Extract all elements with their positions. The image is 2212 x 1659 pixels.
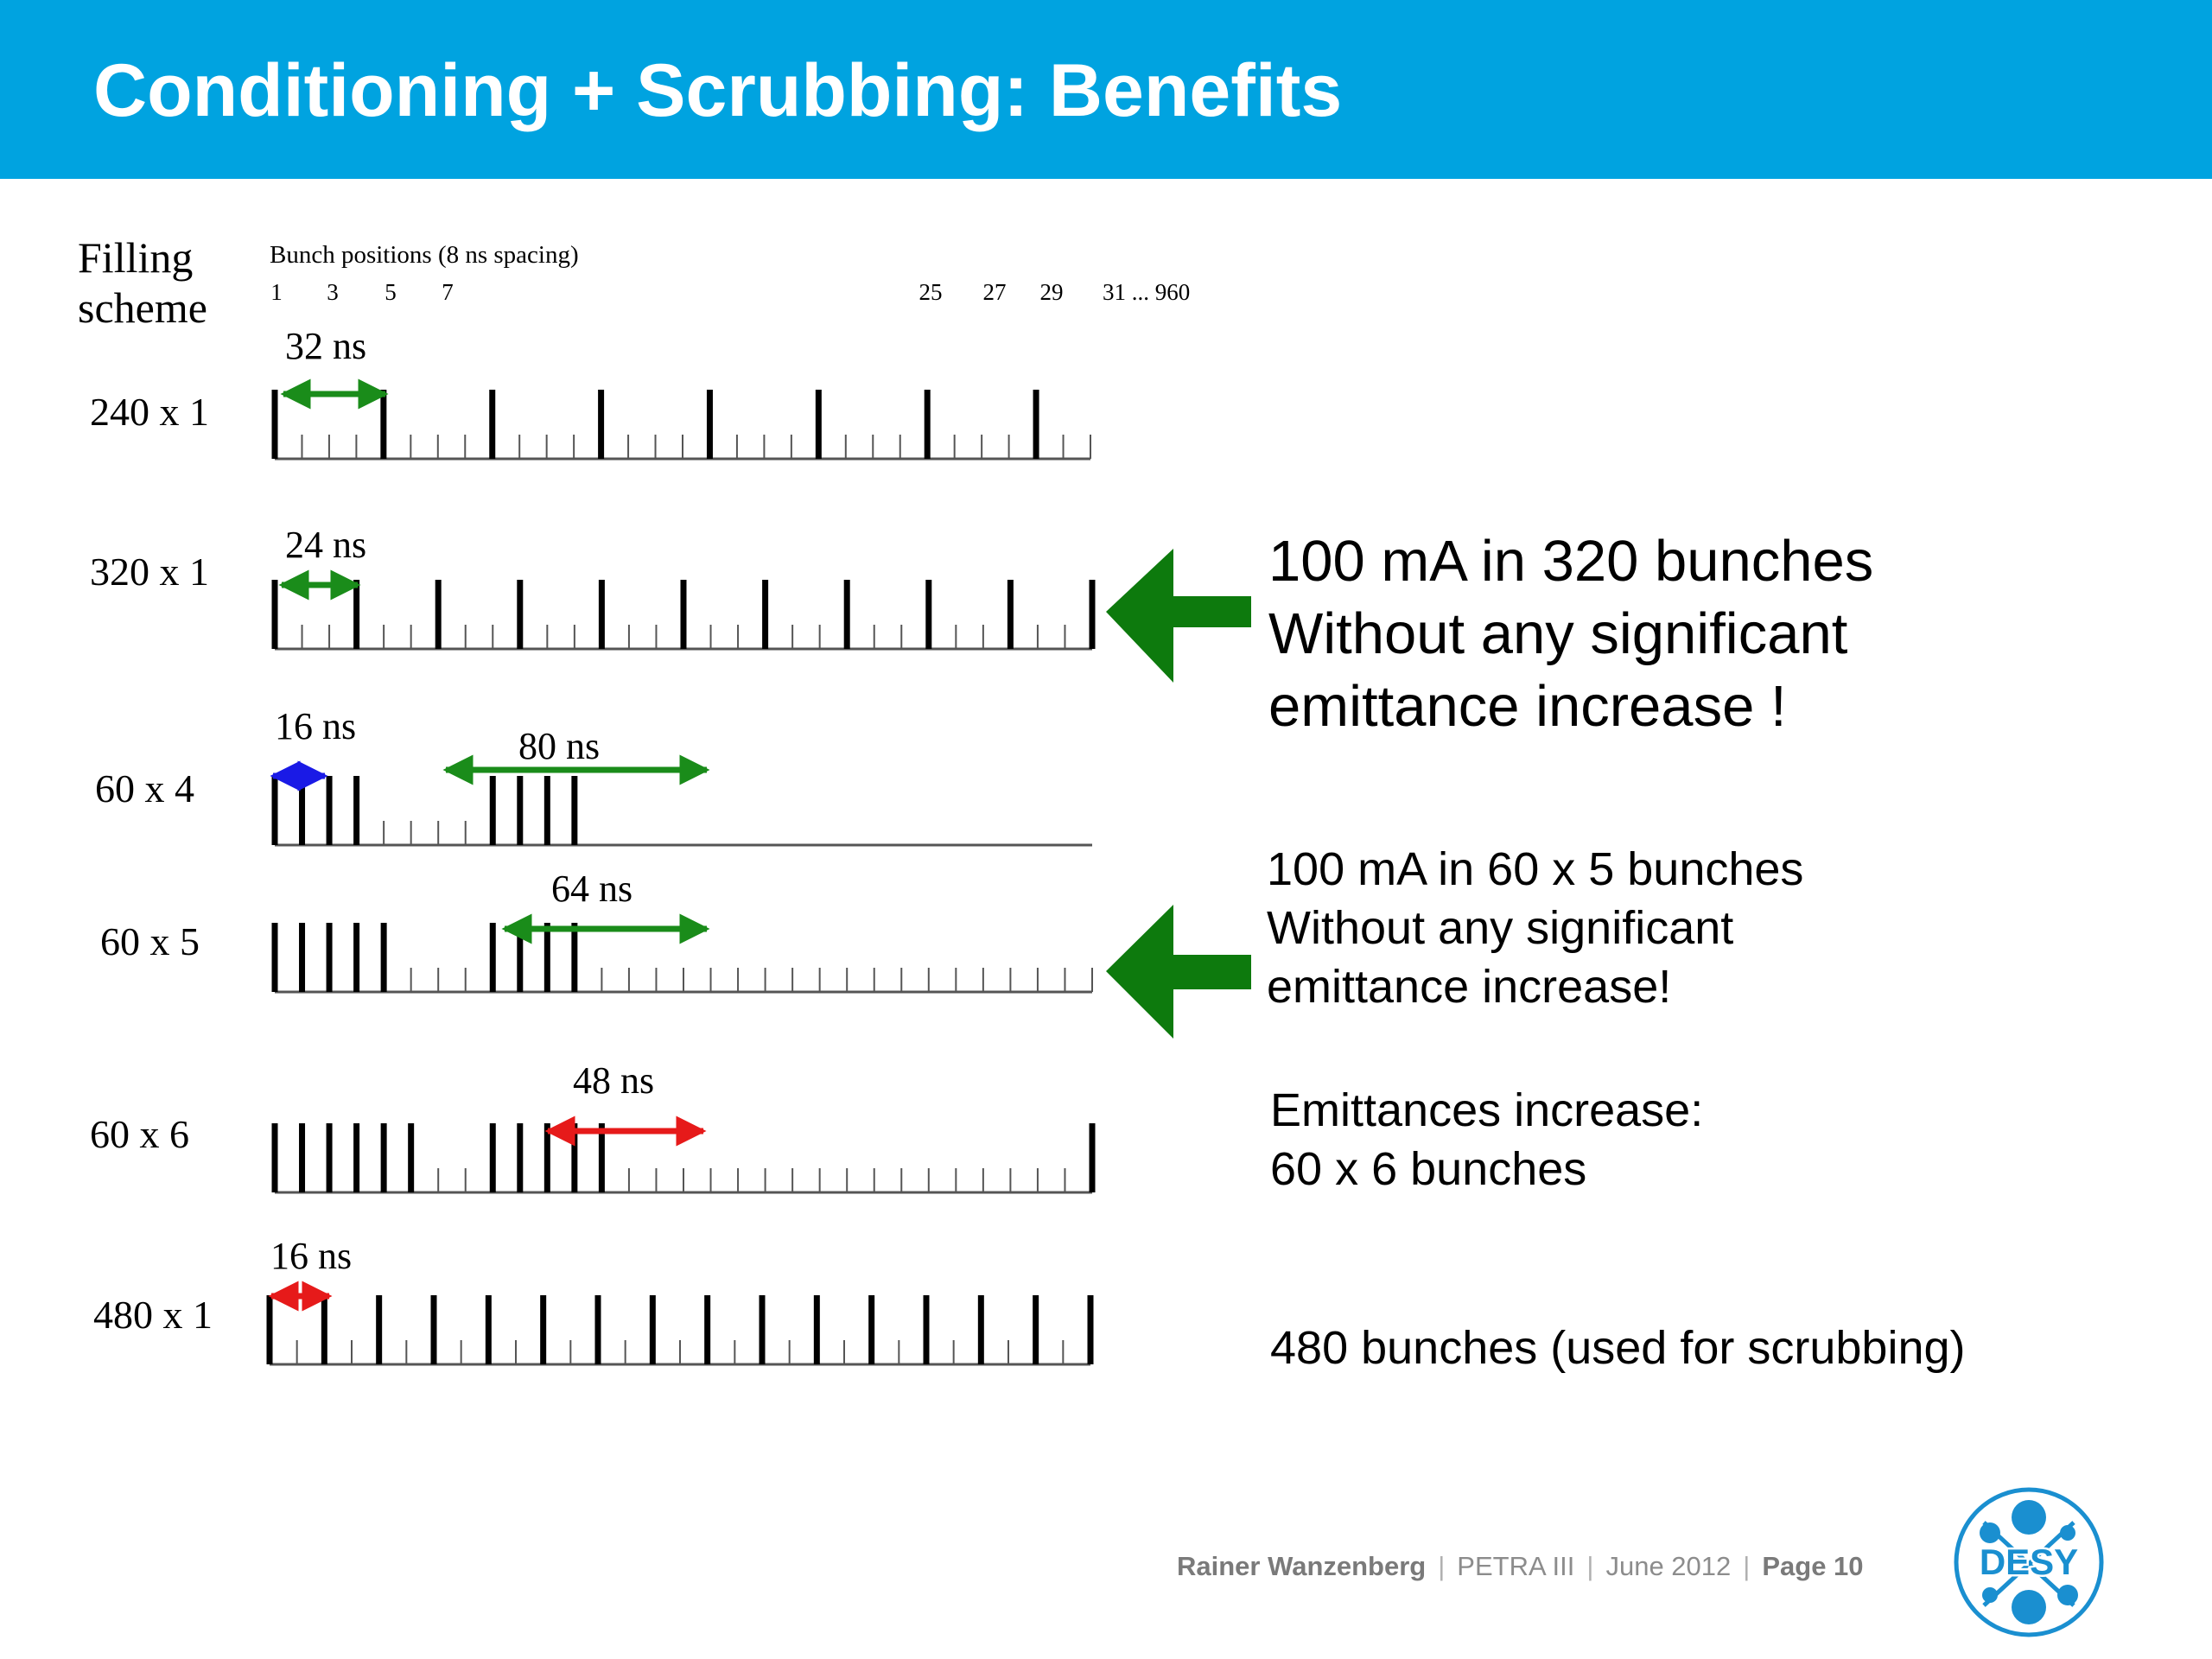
spacing-48ns: 48 ns [544,1059,707,1147]
spacing-16ns-red: 16 ns [268,1235,352,1312]
spacing-32ns: 32 ns [280,325,389,410]
footer-project: PETRA III [1457,1551,1575,1581]
note-emittance-increase: Emittances increase: 60 x 6 bunches [1270,1081,1703,1198]
spacing-16ns-blue: 16 ns [270,705,356,791]
header-bar: Conditioning + Scrubbing: Benefits [0,0,2212,179]
bunch-trains [266,390,1096,1366]
spacing-label: 16 ns [270,1235,352,1277]
position-label: 1 [270,279,283,305]
filling-scheme-diagram: Filling scheme Bunch positions (8 ns spa… [78,233,1251,1366]
position-label: 25 [919,279,943,305]
note-line: 100 mA in 320 bunches [1268,529,1874,594]
position-label: 3 [327,279,339,305]
spacing-label: 64 ns [551,868,632,910]
spacing-label: 24 ns [285,524,366,566]
row-label-60x5: 60 x 5 [100,919,200,963]
row-label-480x1: 480 x 1 [93,1293,213,1337]
note-line: 60 x 6 bunches [1270,1143,1587,1195]
row-label-60x6: 60 x 6 [90,1112,189,1156]
footer: Rainer Wanzenberg | PETRA III | June 2012 | Pa… [1177,1551,1864,1581]
bunch-positions-caption: Bunch positions (8 ns spacing) [270,241,579,269]
note-line: 100 mA in 60 x 5 bunches [1267,843,1804,895]
note-line: Emittances increase: [1270,1084,1704,1136]
footer-author: Rainer Wanzenberg [1177,1551,1427,1581]
note-320-bunches: 100 mA in 320 bunches Without any signif… [1268,525,1873,743]
note-line: 480 bunches (used for scrubbing) [1270,1322,1966,1374]
footer-date: June 2012 [1605,1551,1732,1581]
row-label-60x4: 60 x 4 [95,766,194,810]
note-line: Without any significant [1267,902,1734,954]
spacing-label: 16 ns [275,705,356,747]
note-line: emittance increase ! [1268,674,1787,739]
filling-scheme-header-line2: scheme [78,283,207,332]
spacing-64ns: 64 ns [501,868,710,944]
big-arrow-60x5 [1106,905,1251,1039]
spacing-label: 32 ns [285,325,366,367]
row-label-320x1: 320 x 1 [90,550,209,594]
big-arrow-320x1 [1106,549,1251,683]
position-label: 7 [442,279,454,305]
logo-text: DESY [1980,1541,2078,1582]
spacing-80ns: 80 ns [442,725,710,785]
footer-page: Page 10 [1762,1551,1864,1581]
slide-title: Conditioning + Scrubbing: Benefits [93,49,1343,132]
row-label-240x1: 240 x 1 [90,390,209,434]
position-label: 27 [983,279,1007,305]
position-label: 31 ... 960 [1103,279,1190,305]
note-line: emittance increase! [1267,961,1672,1013]
spacing-24ns: 24 ns [278,524,366,601]
filling-scheme-header-line1: Filling [78,233,193,282]
note-line: Without any significant [1268,601,1848,666]
spacing-label: 48 ns [573,1059,654,1102]
desy-logo: DESY [1954,1487,2104,1637]
spacing-label: 80 ns [518,725,600,767]
note-60x5-bunches: 100 mA in 60 x 5 bunches Without any sig… [1267,840,1803,1016]
position-label: 5 [385,279,397,305]
position-label: 29 [1040,279,1064,305]
note-480-bunches: 480 bunches (used for scrubbing) [1270,1319,1966,1377]
